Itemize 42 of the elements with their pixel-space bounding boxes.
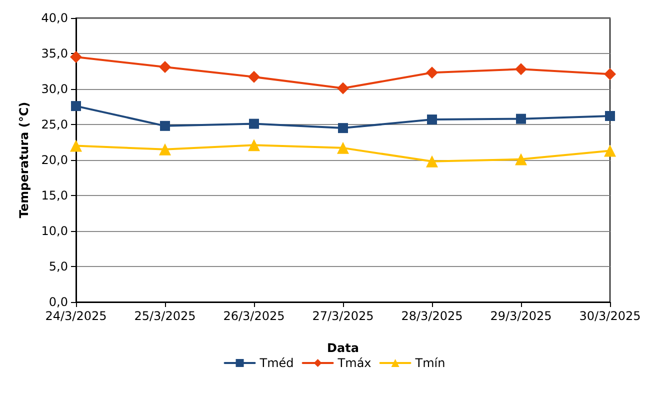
y-tick-label: 35,0 <box>41 46 68 60</box>
x-axis-title: Data <box>327 341 359 355</box>
legend-label: Tméd <box>258 356 294 370</box>
point <box>159 143 171 156</box>
point <box>338 123 348 134</box>
point <box>70 51 82 64</box>
point <box>426 155 438 168</box>
point <box>337 82 349 94</box>
y-tick-label: 25,0 <box>41 118 68 132</box>
x-tick-label: 24/3/2025 <box>45 309 107 323</box>
point <box>515 153 527 166</box>
point <box>160 120 170 131</box>
point <box>248 139 260 152</box>
x-tick-label: 30/3/2025 <box>579 309 641 323</box>
legend-label: Tmáx <box>336 356 372 370</box>
legend-label: Tmín <box>414 356 446 370</box>
point <box>515 63 527 76</box>
point <box>516 114 526 124</box>
point <box>605 110 615 121</box>
point <box>71 101 81 112</box>
y-tick-label: 15,0 <box>41 188 68 202</box>
point <box>248 70 260 83</box>
y-tick-label: 5,0 <box>48 260 68 274</box>
x-tick-label: 28/3/2025 <box>401 309 463 323</box>
y-tick-label: 10,0 <box>41 224 68 238</box>
y-tick-label: 20,0 <box>41 153 68 167</box>
y-axis-title: Temperatura (°C) <box>17 102 31 218</box>
x-tick-label: 25/3/2025 <box>134 309 196 323</box>
point <box>159 60 171 73</box>
y-tick-label: 40,0 <box>41 11 68 25</box>
point <box>604 68 616 80</box>
point <box>70 140 82 152</box>
point <box>604 144 616 157</box>
point <box>426 66 438 79</box>
point <box>427 114 437 125</box>
point <box>249 118 259 129</box>
x-tick-label: 26/3/2025 <box>223 309 285 323</box>
x-tick-label: 27/3/2025 <box>312 309 374 323</box>
x-tick-label: 29/3/2025 <box>490 309 552 323</box>
y-tick-label: 30,0 <box>41 82 68 96</box>
y-tick-label: 0,0 <box>48 295 68 309</box>
point <box>337 142 349 154</box>
